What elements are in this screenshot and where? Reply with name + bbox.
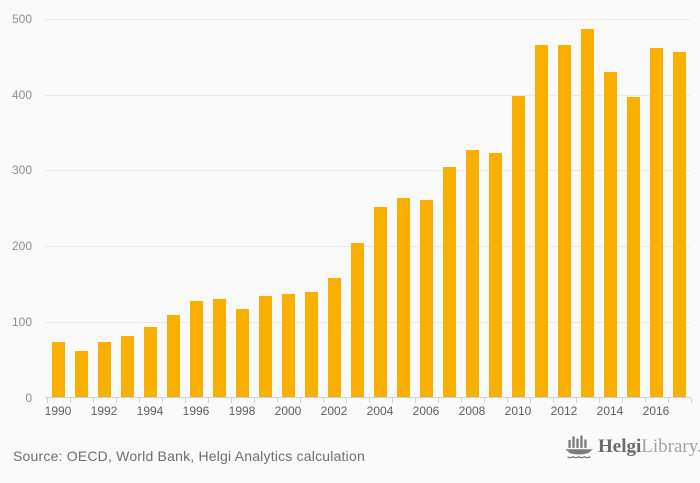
y-axis-tick-label: 100 [11,314,32,329]
brand-library: Library. [641,436,700,457]
x-axis-tick-label: 1992 [90,404,118,418]
bar-1991[interactable] [74,350,88,398]
x-axis-tick [115,398,117,403]
x-axis-tick [253,398,255,403]
x-axis-tick [460,398,462,403]
x-axis-tick-label: 2012 [550,404,578,418]
x-axis-tick [437,398,439,403]
bar-2013[interactable] [580,28,594,398]
helgilibrary-logo[interactable]: HelgiLibrary. [564,434,700,460]
bar-1993[interactable] [120,336,134,398]
bar-2011[interactable] [534,45,548,398]
helgi-ship-logo-icon [564,434,594,460]
bar-2016[interactable] [649,47,663,398]
x-axis-tick [69,398,71,403]
bar-2006[interactable] [419,199,433,398]
bar-2003[interactable] [350,243,364,398]
bar-1998[interactable] [235,308,249,398]
y-axis-tick-label: 500 [11,12,32,26]
y-gridline-400 [45,94,690,96]
y-gridline-300 [45,170,690,172]
bar-2002[interactable] [327,277,341,398]
x-axis-tick [552,398,554,403]
x-axis-tick [276,398,278,403]
x-axis-tick [391,398,393,403]
brand-helgi: Helgi [598,436,642,457]
y-axis-tick-label: 400 [11,87,32,102]
bar-1999[interactable] [258,296,272,398]
bar-chart-plot-area: 0 100 200 300 400 500 1990 1992 1994 1996 1998 2000… [11,12,692,418]
x-axis-tick [414,398,416,403]
bar-2014[interactable] [603,71,617,398]
x-axis-tick [322,398,324,403]
bar-2009[interactable] [488,152,502,398]
x-axis-tick [138,398,140,403]
x-axis-tick-label: 2002 [320,404,348,418]
bar-2017[interactable] [672,52,686,398]
y-axis-tick-label: 300 [11,163,32,178]
bar-2004[interactable] [373,207,387,398]
y-axis-tick-label: 0 [25,390,32,405]
bar-1997[interactable] [212,299,226,398]
brand-wordmark: HelgiLibrary. [598,434,700,460]
x-axis-tick [575,398,577,403]
x-axis-tick [46,398,48,403]
x-axis-tick [230,398,232,403]
y-axis-tick-label: 200 [11,239,32,254]
x-axis-tick-label: 2010 [504,404,532,418]
x-axis-tick [299,398,301,403]
x-axis-tick [529,398,531,403]
source-note: Source: OECD, World Bank, Helgi Analytic… [13,448,365,464]
x-axis-tick-label: 2006 [412,404,440,418]
chart-footer: Source: OECD, World Bank, Helgi Analytic… [0,430,700,483]
bar-2005[interactable] [396,198,410,398]
x-axis-tick-label: 2016 [642,404,670,418]
bar-2008[interactable] [465,149,479,398]
y-gridline-200 [45,246,690,248]
bar-2012[interactable] [557,45,571,398]
bar-1996[interactable] [189,301,203,398]
bar-2007[interactable] [442,166,456,398]
x-axis-tick-label: 1990 [44,404,72,418]
x-axis-tick [345,398,347,403]
x-axis-tick [506,398,508,403]
bar-1992[interactable] [97,342,111,398]
bar-2000[interactable] [281,293,295,398]
x-axis-tick-label: 2004 [366,404,394,418]
bar-1995[interactable] [166,314,180,398]
x-axis-tick [644,398,646,403]
bar-1994[interactable] [143,327,157,398]
x-axis-tick [483,398,485,403]
x-axis-tick [621,398,623,403]
bar-1990[interactable] [51,342,65,398]
x-axis-tick [368,398,370,403]
x-axis-tick [598,398,600,403]
x-axis-tick [184,398,186,403]
x-axis-tick [207,398,209,403]
y-gridline-500 [45,19,690,20]
x-axis-tick [92,398,94,403]
x-axis-tick-label: 2008 [458,404,486,418]
x-axis-tick [690,398,692,403]
x-axis-tick-label: 1998 [228,404,256,418]
x-axis-tick-label: 1996 [182,404,210,418]
y-gridline-100 [45,321,690,323]
bar-2015[interactable] [626,96,640,398]
x-axis-tick-label: 2014 [596,404,624,418]
x-axis-tick [667,398,669,403]
x-axis-tick-label: 1994 [136,404,164,418]
x-axis-tick [161,398,163,403]
bar-2010[interactable] [511,96,525,398]
x-axis-tick-label: 2000 [274,404,302,418]
x-axis-line [45,397,691,398]
bar-2001[interactable] [304,292,318,398]
